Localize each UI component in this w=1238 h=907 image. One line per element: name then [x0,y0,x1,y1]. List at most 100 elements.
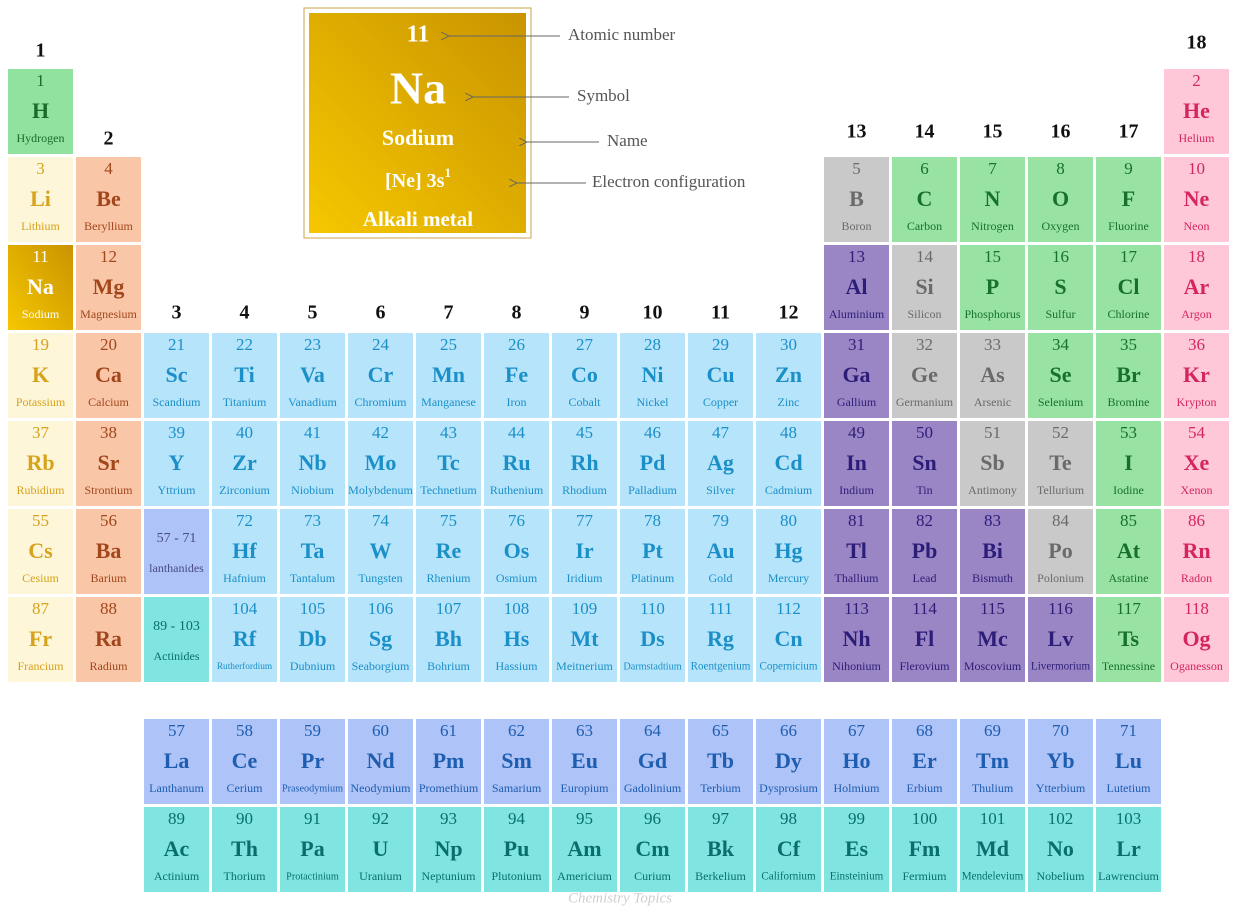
element-cell: 101 Md Mendelevium [960,807,1025,892]
group-number: 15 [983,121,1003,143]
element-cell: 19 K Potassium [8,333,73,418]
element-symbol: Mc [977,626,1008,651]
group-number: 10 [643,302,663,324]
group-number: 2 [104,128,114,150]
element-symbol: N [985,186,1001,211]
element-symbol: Os [504,538,530,563]
cell-background [1164,597,1229,682]
element-cell: 85 At Astatine [1096,509,1161,594]
atomic-number: 103 [1116,809,1142,828]
element-cell: 60 Nd Neodymium [348,719,413,804]
element-cell: 33 As Arsenic [960,333,1025,418]
atomic-number: 118 [1184,599,1209,618]
element-cell: 94 Pu Plutonium [484,807,549,892]
element-name: Zinc [778,395,800,409]
element-cell: 70 Yb Ytterbium [1028,719,1093,804]
cell-background [892,157,957,242]
element-cell: 16 S Sulfur [1028,245,1093,330]
element-symbol: Fe [505,362,528,387]
element-name: Chromium [354,395,407,409]
element-symbol: Be [96,186,121,211]
element-name: Flerovium [900,659,951,673]
element-symbol: Mo [365,450,397,475]
element-name: Osmium [496,571,538,585]
atomic-number: 50 [916,423,933,442]
element-name: Nickel [637,395,670,409]
element-symbol: Sr [98,450,120,475]
element-symbol: Rh [570,450,598,475]
atomic-number: 66 [780,721,797,740]
element-name: Chlorine [1108,307,1150,321]
placeholder-name: Actinides [154,649,200,663]
atomic-number: 15 [984,247,1001,266]
element-cell: 65 Tb Terbium [688,719,753,804]
atomic-number: 106 [368,599,394,618]
cell-background [212,333,277,418]
element-symbol: La [164,748,190,773]
atomic-number: 90 [236,809,253,828]
element-name: Xenon [1181,483,1213,497]
element-name: Tin [916,483,932,497]
element-name: Livermorium [1031,661,1091,673]
element-symbol: Cl [1118,274,1140,299]
element-symbol: Rf [233,626,257,651]
atomic-number: 53 [1120,423,1137,442]
cell-background [824,719,889,804]
element-name: Protactinium [286,871,339,882]
element-cell: 97 Bk Berkelium [688,807,753,892]
element-symbol: S [1054,274,1066,299]
element-name: Berkelium [695,869,746,883]
element-symbol: I [1124,450,1133,475]
cell-background [212,719,277,804]
element-name: Rhodium [562,483,607,497]
element-cell: 56 Ba Barium [76,509,141,594]
legend-configuration: [Ne] 3s1 [385,165,451,192]
cell-background [552,333,617,418]
element-symbol: Ca [95,362,122,387]
cell-background [688,807,753,892]
element-symbol: F [1122,186,1135,211]
element-cell: 82 Pb Lead [892,509,957,594]
element-symbol: Y [169,450,185,475]
element-cell: 39 Y Yttrium [144,421,209,506]
element-symbol: Tb [707,748,734,773]
cell-background [212,807,277,892]
cell-background [688,333,753,418]
element-cell: 42 Mo Molybdenum [348,421,413,506]
legend-name: Sodium [382,125,454,150]
cell-background [1028,421,1093,506]
element-cell: 10 Ne Neon [1164,157,1229,242]
element-name: Thorium [224,869,267,883]
group-number: 3 [172,302,182,324]
atomic-number: 84 [1052,511,1070,530]
legend-label: Atomic number [568,25,676,44]
element-name: Lead [913,571,937,585]
element-cell: 77 Ir Iridium [552,509,617,594]
atomic-number: 37 [32,423,50,442]
element-cell: 102 No Nobelium [1028,807,1093,892]
legend-symbol: Na [390,63,446,114]
element-symbol: Nb [298,450,326,475]
element-symbol: Cs [28,538,53,563]
element-symbol: Ni [642,362,664,387]
atomic-number: 26 [508,335,525,354]
element-name: Californium [761,871,816,883]
cell-background [484,807,549,892]
cell-background [144,719,209,804]
cell-background [824,509,889,594]
atomic-number: 57 [168,721,186,740]
cell-background [484,333,549,418]
atomic-number: 89 [168,809,185,828]
element-name: Astatine [1109,571,1149,585]
element-cell: 18 Ar Argon [1164,245,1229,330]
cell-background [348,719,413,804]
element-cell: 9 F Fluorine [1096,157,1161,242]
atomic-number: 40 [236,423,253,442]
legend-category: Alkali metal [363,207,473,231]
group-number: 1 [36,40,46,62]
element-name: Neodymium [351,781,412,795]
element-cell: 117 Ts Tennessine [1096,597,1161,682]
element-name: Iron [507,395,527,409]
element-symbol: Rb [26,450,54,475]
atomic-number: 41 [304,423,321,442]
